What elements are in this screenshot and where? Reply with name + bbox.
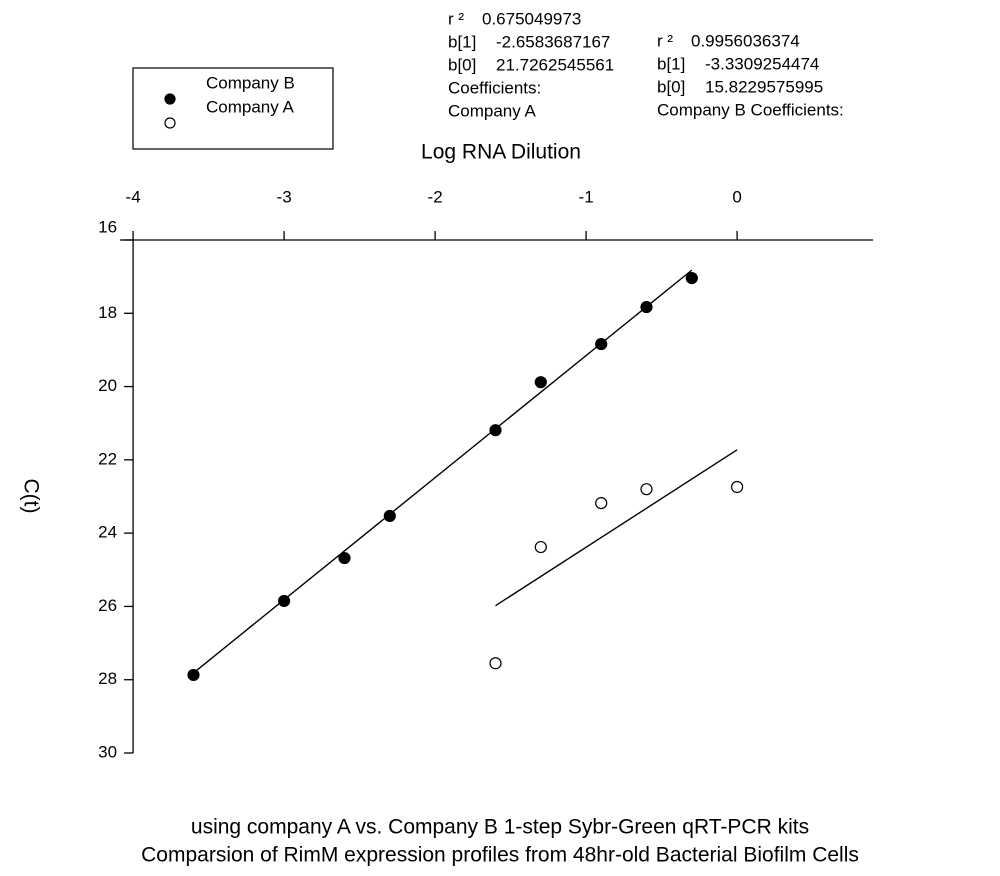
data-point <box>278 594 291 608</box>
y-tick-label: 28 <box>98 669 117 688</box>
coef-value: 15.8229575995 <box>705 77 823 96</box>
legend-marker <box>164 117 176 129</box>
coef-label: b[1] <box>448 32 476 51</box>
legend-label: Company B <box>206 73 295 92</box>
data-point <box>730 480 744 494</box>
data-point <box>685 272 698 285</box>
y-tick-label: 26 <box>98 596 117 615</box>
data-point <box>534 540 547 554</box>
x-tick-label: -1 <box>579 187 594 206</box>
chart-title: Comparsion of RimM expression profiles f… <box>141 844 859 867</box>
data-point <box>489 657 502 670</box>
x-tick-label: 0 <box>732 187 741 206</box>
y-tick-label: 20 <box>98 376 117 395</box>
y-tick-label: 18 <box>98 303 117 322</box>
regression-line <box>193 269 693 674</box>
coef-heading: Company B Coefficients: <box>657 100 844 119</box>
data-point <box>534 376 547 389</box>
data-point <box>187 668 200 682</box>
coef-label: r ² <box>657 31 673 50</box>
x-tick-label: -4 <box>126 187 141 206</box>
x-tick-label: -2 <box>428 187 443 206</box>
coef-label: b[0] <box>657 77 685 96</box>
x-axis-label: Log RNA Dilution <box>421 141 581 164</box>
coef-value: 0.9956036374 <box>691 31 800 50</box>
y-tick-label: 24 <box>98 523 117 542</box>
data-point <box>383 509 396 523</box>
data-point <box>640 483 653 496</box>
data-point <box>338 551 351 565</box>
y-tick-label: 30 <box>98 742 117 761</box>
data-point <box>595 496 608 510</box>
legend-box <box>132 67 334 150</box>
coef-value: -3.3309254474 <box>705 54 819 73</box>
y-tick-label: 22 <box>98 449 117 468</box>
coef-heading: Coefficients: <box>448 78 541 97</box>
data-point <box>640 300 653 314</box>
data-point <box>595 337 608 351</box>
coef-label: b[1] <box>657 54 685 73</box>
coef-value: 0.675049973 <box>482 9 581 28</box>
regression-line <box>495 449 738 607</box>
chart-title: using company A vs. Company B 1-step Syb… <box>191 816 809 839</box>
coef-value: 21.7262545561 <box>496 55 614 74</box>
y-axis-label: C(t) <box>19 479 42 514</box>
legend-label: Company A <box>206 97 295 116</box>
coef-value: -2.6583687167 <box>496 32 610 51</box>
x-tick-label: -3 <box>277 187 292 206</box>
coef-label: b[0] <box>448 55 476 74</box>
data-point <box>489 424 502 437</box>
coef-heading: Company A <box>448 101 537 120</box>
coef-label: r ² <box>448 9 464 28</box>
legend-marker <box>164 93 176 105</box>
y-tick-label: 16 <box>98 217 117 236</box>
